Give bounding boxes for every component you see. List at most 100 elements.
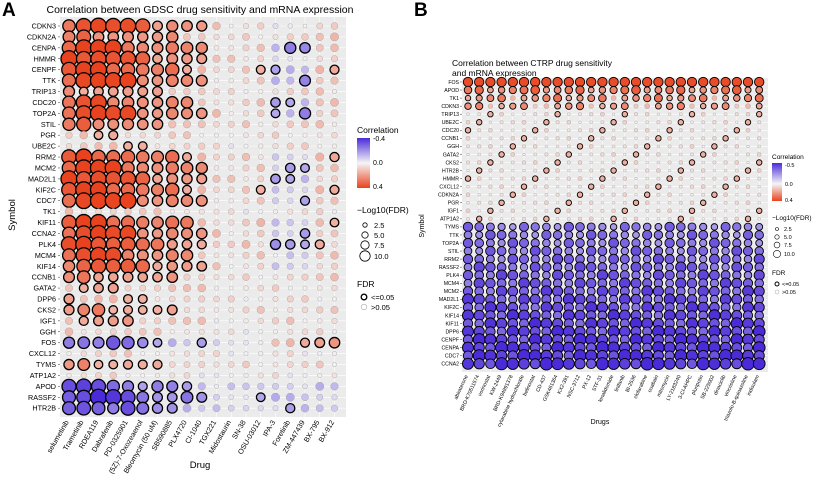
gdsc-dot: [124, 132, 132, 139]
panel-b-title-line1: Correlation between CTRP drug sensitivit…: [452, 58, 613, 68]
gdsc-dot: [243, 296, 249, 302]
gdsc-dot: [227, 404, 235, 412]
panel-b-title-line2: and mRNA expression: [452, 68, 537, 78]
gdsc-dot: [139, 132, 146, 139]
gdsc-dot: [213, 165, 220, 171]
gdsc-dot: [166, 271, 179, 284]
gdsc-dot: [317, 318, 323, 324]
ctrp-dot: [667, 216, 672, 221]
gdsc-dot: [331, 262, 338, 270]
gdsc-dot: [242, 120, 250, 129]
ctrp-dot: [709, 253, 720, 265]
gdsc-ytick-label: PGR: [40, 131, 56, 140]
ctrp-dot: [721, 85, 731, 95]
gdsc-dot: [61, 73, 77, 88]
ctrp-dot: [700, 102, 707, 110]
gdsc-dot: [287, 132, 293, 138]
gdsc-dot: [214, 132, 219, 138]
ctrp-dot: [542, 86, 550, 94]
ctrp-dot: [542, 94, 551, 103]
gdsc-dot: [134, 18, 151, 34]
ctrp-dot: [675, 238, 686, 248]
ctrp-dot: [474, 76, 485, 88]
gdsc-dot: [108, 294, 118, 304]
legend-b-fdr-ns-dot: [774, 289, 780, 295]
gdsc-dot: [258, 34, 264, 40]
gdsc-dot: [330, 163, 339, 173]
gdsc-dot: [228, 45, 234, 51]
ctrp-dot: [676, 85, 686, 95]
gdsc-dot: [272, 372, 279, 379]
ctrp-dot: [589, 160, 593, 165]
ctrp-dot: [555, 217, 560, 221]
gdsc-dot: [285, 402, 296, 414]
ctrp-dot: [686, 76, 698, 88]
ctrp-dot: [623, 152, 627, 156]
gdsc-dot: [317, 143, 323, 149]
gdsc-dot: [183, 273, 191, 281]
ctrp-dot: [642, 222, 652, 232]
gdsc-dot: [243, 23, 249, 29]
ctrp-dot: [555, 152, 560, 157]
ctrp-dot: [499, 111, 504, 117]
panel-b: B Correlation between CTRP drug sensitiv…: [414, 0, 812, 428]
gdsc-dot: [197, 65, 207, 75]
gdsc-dot: [228, 339, 235, 346]
ctrp-dot: [507, 253, 519, 265]
ctrp-dot: [712, 201, 717, 205]
ctrp-dot: [742, 262, 754, 273]
ctrp-dot: [553, 239, 562, 247]
ctrp-dot: [462, 253, 474, 265]
ctrp-ytick-label: CDC20: [442, 128, 459, 134]
gdsc-dot: [242, 405, 250, 412]
ctrp-dot: [576, 247, 585, 256]
ctrp-dot: [578, 200, 582, 205]
gdsc-ytick-label: MAD2L1: [28, 174, 56, 183]
panel-a-letter: A: [2, 0, 16, 21]
gdsc-dot: [331, 241, 338, 248]
ctrp-dot: [462, 237, 474, 249]
ctrp-dot: [511, 128, 515, 132]
gdsc-dot: [180, 41, 194, 55]
ctrp-dot: [656, 144, 661, 149]
gdsc-dot: [108, 359, 119, 370]
gdsc-dot: [212, 54, 221, 63]
ctrp-dot: [712, 136, 717, 141]
gdsc-dot: [271, 185, 280, 194]
ctrp-dot: [744, 86, 752, 94]
gdsc-dot: [168, 284, 177, 293]
ctrp-dot: [521, 176, 527, 181]
ctrp-dot: [522, 144, 526, 149]
ctrp-ytick-label: STIL: [448, 249, 459, 255]
ctrp-dot: [688, 111, 696, 118]
ctrp-dot: [709, 269, 720, 281]
ctrp-ytick-label: ATP1A2: [440, 217, 459, 223]
gdsc-dot: [213, 198, 219, 204]
ctrp-dot: [598, 222, 607, 231]
ctrp-dot: [678, 160, 683, 165]
panel-a-legend: Correlation -0.4 0.0 0.4 −Log10(FDR) 2.5…: [357, 125, 409, 312]
ctrp-dot: [464, 175, 472, 182]
ctrp-dot: [755, 239, 764, 247]
gdsc-dot: [62, 259, 76, 273]
gdsc-dot: [136, 107, 149, 120]
gdsc-dot: [302, 56, 308, 62]
ctrp-dot: [533, 136, 537, 140]
ctrp-dot: [757, 144, 761, 149]
ctrp-dot: [533, 184, 538, 189]
gdsc-dot: [315, 164, 324, 172]
ctrp-dot: [463, 85, 473, 95]
gdsc-ytick-label: CXCL12: [29, 349, 56, 358]
gdsc-ytick-label: RRM2: [36, 153, 56, 162]
ctrp-dot: [667, 144, 672, 149]
gdsc-dot: [316, 208, 324, 216]
gdsc-dot: [92, 315, 105, 327]
ctrp-dot: [499, 168, 504, 173]
ctrp-dot: [556, 201, 560, 205]
ctrp-dot: [652, 357, 665, 371]
gdsc-dot: [168, 87, 176, 96]
gdsc-dot: [136, 96, 149, 109]
ctrp-dot: [620, 102, 629, 111]
gdsc-dot: [228, 110, 234, 116]
